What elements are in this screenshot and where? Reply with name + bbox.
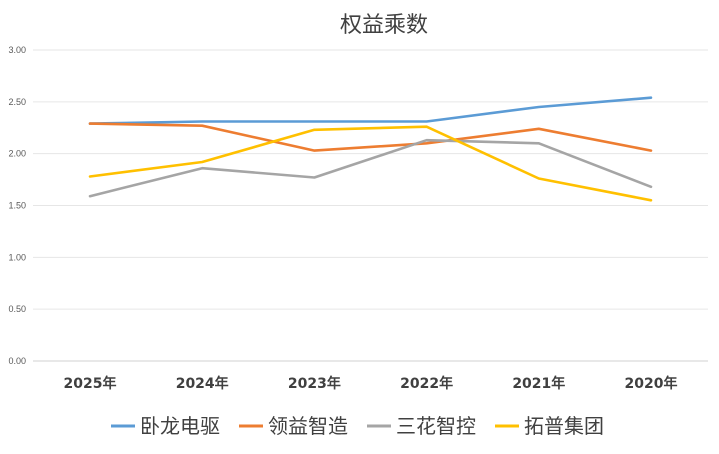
- y-tick-label: 1.50: [8, 201, 26, 211]
- x-tick-label: 2024年: [176, 375, 229, 392]
- legend-label-2: 领益智造: [268, 414, 348, 438]
- y-tick-label: 0.00: [8, 356, 26, 366]
- series-line-2: [88, 122, 653, 152]
- legend-label-1: 卧龙电驱: [140, 414, 220, 438]
- y-tick-label: 2.50: [8, 97, 26, 107]
- series-line-4: [88, 125, 653, 202]
- chart-title: 权益乘数: [340, 13, 428, 38]
- gridlines: [33, 49, 708, 362]
- y-tick-label: 2.00: [8, 149, 26, 159]
- y-tick-label: 0.50: [8, 304, 26, 314]
- x-tick-label: 2020年: [625, 375, 678, 392]
- legend: 卧龙电驱 领益智造 三花智控 拓普集团: [111, 414, 604, 438]
- x-tick-label: 2023年: [288, 375, 341, 392]
- legend-label-4: 拓普集团: [524, 414, 604, 438]
- x-tick-label: 2021年: [512, 375, 565, 392]
- y-tick-label: 3.00: [8, 45, 26, 55]
- y-tick-label: 1.00: [8, 252, 26, 262]
- x-axis-ticks: 2025年 2024年 2023年 2022年 2021年 2020年: [64, 375, 678, 392]
- x-tick-label: 2025年: [64, 375, 117, 392]
- series-line-1: [88, 96, 653, 125]
- series-lines: [88, 96, 653, 202]
- series-line-3: [88, 138, 653, 198]
- x-tick-label: 2022年: [400, 375, 453, 392]
- legend-label-3: 三花智控: [396, 414, 476, 438]
- y-axis-ticks: 0.00 0.50 1.00 1.50 2.00 2.50 3.00: [8, 45, 26, 366]
